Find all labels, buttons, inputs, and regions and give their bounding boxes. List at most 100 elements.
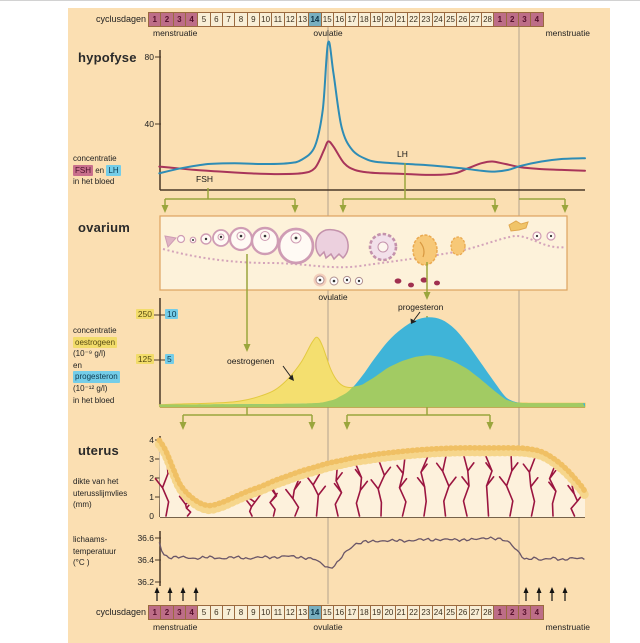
degenerating-egg-cells (394, 277, 440, 288)
cycle-day-cell: 12 (283, 605, 297, 620)
cycle-day-cell: 17 (345, 12, 359, 27)
cycle-day-cell: 14 (308, 605, 322, 620)
cycle-day-cell: 2 (160, 605, 174, 620)
menstruation-label-top-left: menstruatie (153, 28, 198, 38)
label-pointers (282, 311, 421, 381)
cycle-day-cell: 2 (505, 12, 519, 27)
temperature-curve (158, 536, 585, 569)
ytick-5: 5 (165, 354, 174, 364)
ovary-surface-line (162, 234, 567, 269)
ytick-1mm: 1 (149, 492, 154, 502)
connector-arrowheads (243, 292, 431, 352)
endometrium-drawing (154, 437, 590, 517)
cycle-day-cell: 27 (468, 605, 482, 620)
cycle-day-cell: 18 (357, 605, 371, 620)
cycle-day-cell: 5 (197, 12, 211, 27)
cycle-day-cell: 22 (406, 12, 421, 27)
cycle-day-cell: 8 (234, 605, 248, 620)
cycle-days-label-bottom: cyclusdagen (95, 607, 146, 617)
cycle-day-cell: 19 (369, 605, 384, 620)
cycle-day-cell: 3 (517, 605, 532, 620)
cycle-day-cell: 4 (530, 12, 544, 27)
cycle-day-bar-bottom: 1 2 3 4 5 6 7 8 9 10 11 12 13 14 15 16 17 18 19 20 21 22 23 24 2… (148, 605, 544, 620)
cycle-day-cell: 12 (283, 12, 297, 27)
cycle-day-cell: 20 (382, 605, 396, 620)
cycle-day-cell: 8 (234, 12, 248, 27)
cycle-day-cell: 2 (505, 605, 519, 620)
ytick-366: 36.6 (137, 533, 154, 543)
ytick-80: 80 (144, 52, 154, 62)
hormone-axis-label: concentratie oestrogeen (10⁻⁹ g/l) en pr… (73, 326, 120, 405)
menstruation-label-bottom-left: menstruatie (153, 622, 198, 632)
cycle-day-cell: 6 (209, 12, 223, 27)
arrowheads-bottom (179, 422, 494, 430)
ytick-2mm: 2 (149, 473, 154, 483)
pituitary-axis-label: concentratie FSH en LH in het bloed (73, 154, 121, 187)
cycle-day-cell: 21 (394, 605, 408, 620)
cycle-day-cell: 9 (246, 12, 260, 27)
cycle-days-label-top: cyclusdagen (95, 14, 146, 24)
cycle-day-cell: 9 (246, 605, 260, 620)
pituitary-hormone-curves (158, 40, 586, 176)
follicle-sequence (164, 226, 315, 265)
cycle-day-cell: 15 (320, 12, 334, 27)
cycle-day-cell: 25 (443, 605, 458, 620)
cycle-day-cell: 4 (530, 605, 544, 620)
cycle-day-cell: 11 (271, 605, 285, 620)
cycle-day-cell: 26 (456, 605, 470, 620)
fsh-chip: FSH (73, 164, 93, 177)
cycle-day-cell: 3 (517, 12, 532, 27)
cycle-day-cell: 14 (308, 12, 322, 27)
lh-curve-label: LH (397, 149, 408, 159)
cycle-day-cell: 13 (295, 12, 310, 27)
cycle-day-cell: 5 (197, 605, 211, 620)
cycle-day-cell: 3 (172, 605, 186, 620)
cycle-day-bar-top: 1 2 3 4 5 6 7 8 9 10 11 12 13 14 15 16 17 18 19 20 21 22 23 24 2… (148, 12, 544, 27)
cycle-day-cell: 23 (419, 605, 433, 620)
ytick-3mm: 3 (149, 454, 154, 464)
ytick-0mm: 0 (149, 511, 154, 521)
cycle-day-cell: 6 (209, 605, 223, 620)
ytick-10: 10 (165, 309, 179, 319)
cycle-day-cell: 19 (369, 12, 384, 27)
corpus-luteum (412, 234, 438, 266)
cycle-day-cell: 24 (431, 605, 445, 620)
estrogen-chip: oestrogeen (73, 336, 118, 349)
cycle-day-cell: 13 (295, 605, 310, 620)
cycle-day-cell: 1 (493, 12, 507, 27)
cycle-day-cell: 18 (357, 12, 371, 27)
cycle-day-cell: 2 (160, 12, 174, 27)
uterus-axis-label: dikte van het uterusslijmvlies (mm) (73, 477, 128, 510)
temperature-axis-label: lichaams- temperatuur (°C ) (73, 535, 117, 568)
cycle-day-cell: 7 (221, 12, 236, 27)
fsh-curve-label: FSH (196, 174, 213, 184)
cycle-day-cell: 28 (480, 605, 495, 620)
lh-chip: LH (106, 164, 121, 177)
ovulation-follicle-burst (315, 228, 349, 261)
new-follicles (532, 231, 556, 241)
cycle-day-cell: 27 (468, 12, 482, 27)
cycle-day-cell: 4 (184, 12, 199, 27)
cycle-day-cell: 10 (258, 605, 273, 620)
cycle-day-cell: 24 (431, 12, 445, 27)
menstruation-arrows (154, 587, 568, 601)
ovulation-label-ovary: ovulatie (318, 292, 348, 302)
menstruation-label-bottom-right: menstruatie (545, 622, 590, 632)
ytick-4mm: 4 (149, 435, 154, 445)
cycle-day-cell: 3 (172, 12, 186, 27)
menstruation-label-top-right: menstruatie (545, 28, 590, 38)
ytick-40: 40 (144, 119, 154, 129)
top-rule (0, 0, 640, 1)
ytick-250: 250 (135, 309, 154, 319)
cycle-day-cell: 1 (493, 605, 507, 620)
cycle-day-cell: 11 (271, 12, 285, 27)
cycle-day-cell: 25 (443, 12, 458, 27)
cycle-day-cell: 10 (258, 12, 273, 27)
ovulation-label-bottom: ovulatie (313, 622, 343, 632)
corpus-albicans (508, 220, 529, 232)
egg-cells (313, 273, 364, 287)
corpus-luteum-regressing (450, 236, 466, 256)
section-title-hypofyse: hypofyse (78, 50, 137, 65)
